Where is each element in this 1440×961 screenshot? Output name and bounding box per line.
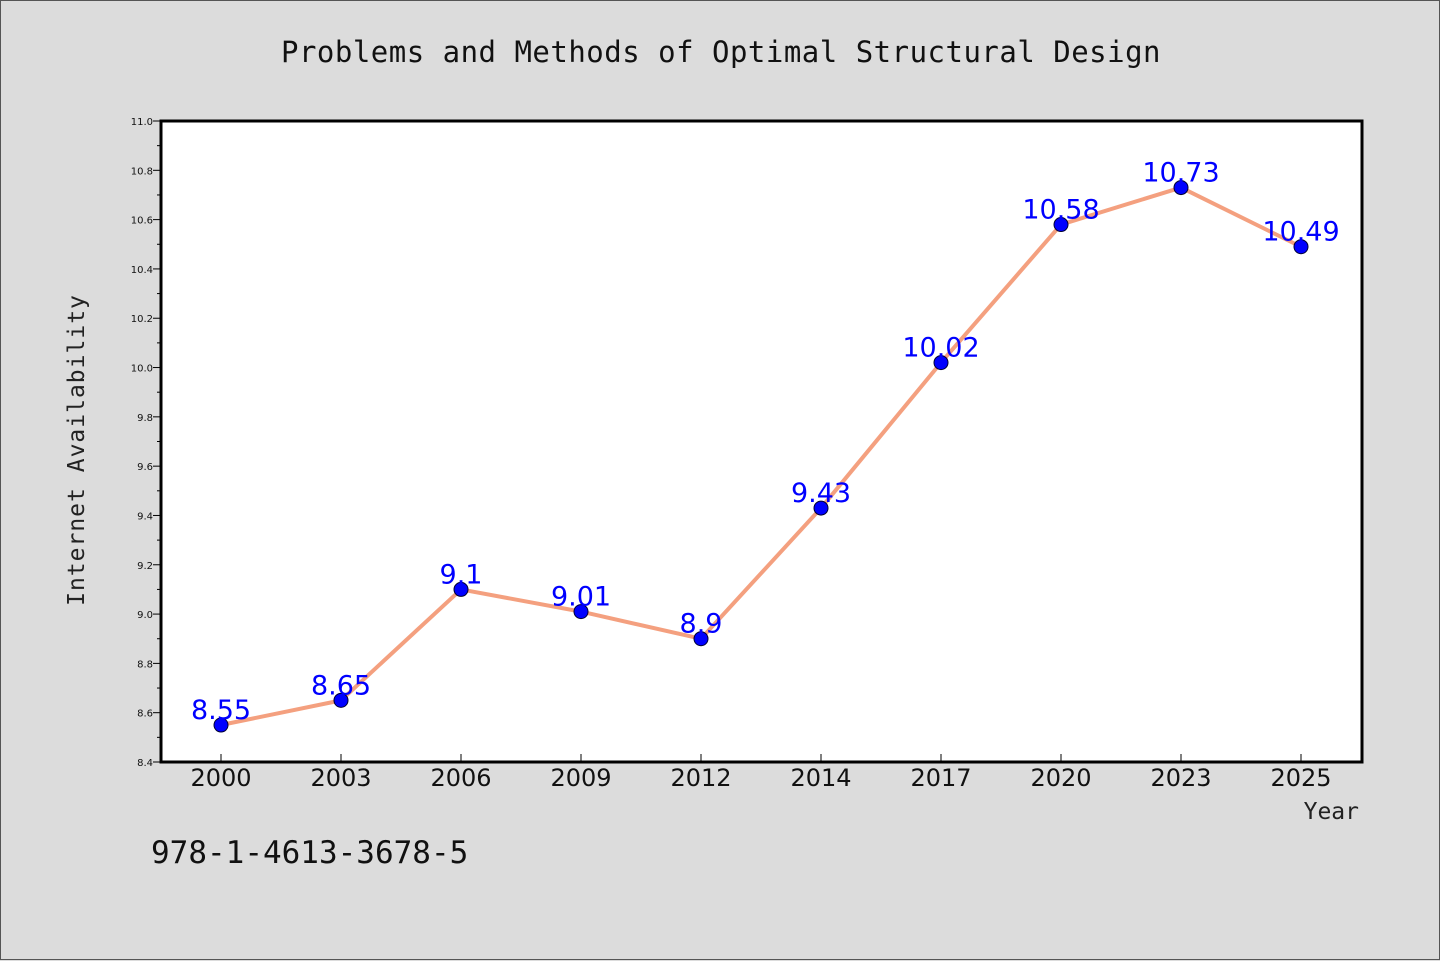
data-point bbox=[1053, 217, 1069, 233]
data-label: 10.73 bbox=[1142, 158, 1219, 189]
x-tick-label: 2006 bbox=[430, 764, 491, 792]
data-point bbox=[1293, 239, 1309, 255]
x-tick-label: 2009 bbox=[550, 764, 611, 792]
y-tick-label: 9.4 bbox=[137, 511, 153, 522]
series-layer bbox=[219, 185, 1303, 728]
x-tick-label: 2017 bbox=[910, 764, 971, 792]
data-label-layer: 8.55 8.65 9.1 9.01 8.9 9.43 10.02 10.58 10.73 10.… bbox=[191, 158, 1340, 726]
x-tick-label: 2012 bbox=[670, 764, 731, 792]
data-label: 10.49 bbox=[1262, 217, 1339, 248]
data-label: 8.65 bbox=[311, 670, 371, 701]
data-point bbox=[333, 692, 349, 708]
y-tick-label: 10.2 bbox=[131, 314, 153, 325]
x-tick-label: 2023 bbox=[1150, 764, 1211, 792]
data-label: 10.02 bbox=[902, 333, 979, 364]
x-tick-label: 2000 bbox=[190, 764, 251, 792]
y-tick-label: 9.2 bbox=[137, 561, 153, 572]
y-tick-label: 10.8 bbox=[131, 166, 153, 177]
y-axis: 8.4 8.6 8.8 9.0 9.2 9.4 9.6 9.8 10.0 10.2 10.4 10.6… bbox=[131, 117, 161, 769]
isbn-text: 978-1-4613-3678-5 bbox=[151, 835, 469, 871]
x-tick-label: 2014 bbox=[790, 764, 851, 792]
data-point bbox=[933, 355, 949, 371]
data-label: 8.55 bbox=[191, 695, 251, 726]
y-tick-label: 9.8 bbox=[137, 413, 153, 424]
series-line bbox=[219, 185, 1303, 728]
data-label: 10.58 bbox=[1022, 195, 1099, 226]
x-tick-label: 2025 bbox=[1270, 764, 1331, 792]
marker-layer bbox=[213, 180, 1309, 733]
data-label: 8.9 bbox=[680, 609, 723, 640]
data-label: 9.01 bbox=[551, 582, 611, 613]
y-tick-label: 9.6 bbox=[137, 462, 153, 473]
chart-title: Problems and Methods of Optimal Structur… bbox=[280, 35, 1161, 69]
data-label: 9.43 bbox=[791, 478, 851, 509]
y-tick-label: 8.6 bbox=[137, 709, 153, 720]
data-point bbox=[213, 717, 229, 733]
x-axis-label: Year bbox=[1303, 799, 1359, 825]
data-label: 9.1 bbox=[440, 559, 483, 590]
y-tick-label: 10.0 bbox=[131, 364, 153, 375]
plot-area bbox=[159, 119, 1364, 764]
y-tick-label: 8.8 bbox=[137, 659, 153, 670]
data-point bbox=[453, 581, 469, 597]
x-tick-label: 2003 bbox=[310, 764, 371, 792]
data-point bbox=[813, 500, 829, 516]
data-point bbox=[1173, 180, 1189, 196]
data-point bbox=[693, 631, 709, 647]
x-tick-label: 2020 bbox=[1030, 764, 1091, 792]
y-tick-label: 9.0 bbox=[137, 610, 153, 621]
y-tick-label: 10.4 bbox=[131, 265, 153, 276]
data-point bbox=[573, 604, 589, 620]
y-tick-label: 11.0 bbox=[131, 117, 153, 128]
y-tick-label: 10.6 bbox=[131, 216, 153, 227]
x-axis: 2000 2003 2006 2009 2012 2014 2017 2020 2023 2025 bbox=[190, 754, 1332, 792]
y-tick-label: 8.4 bbox=[137, 758, 153, 769]
